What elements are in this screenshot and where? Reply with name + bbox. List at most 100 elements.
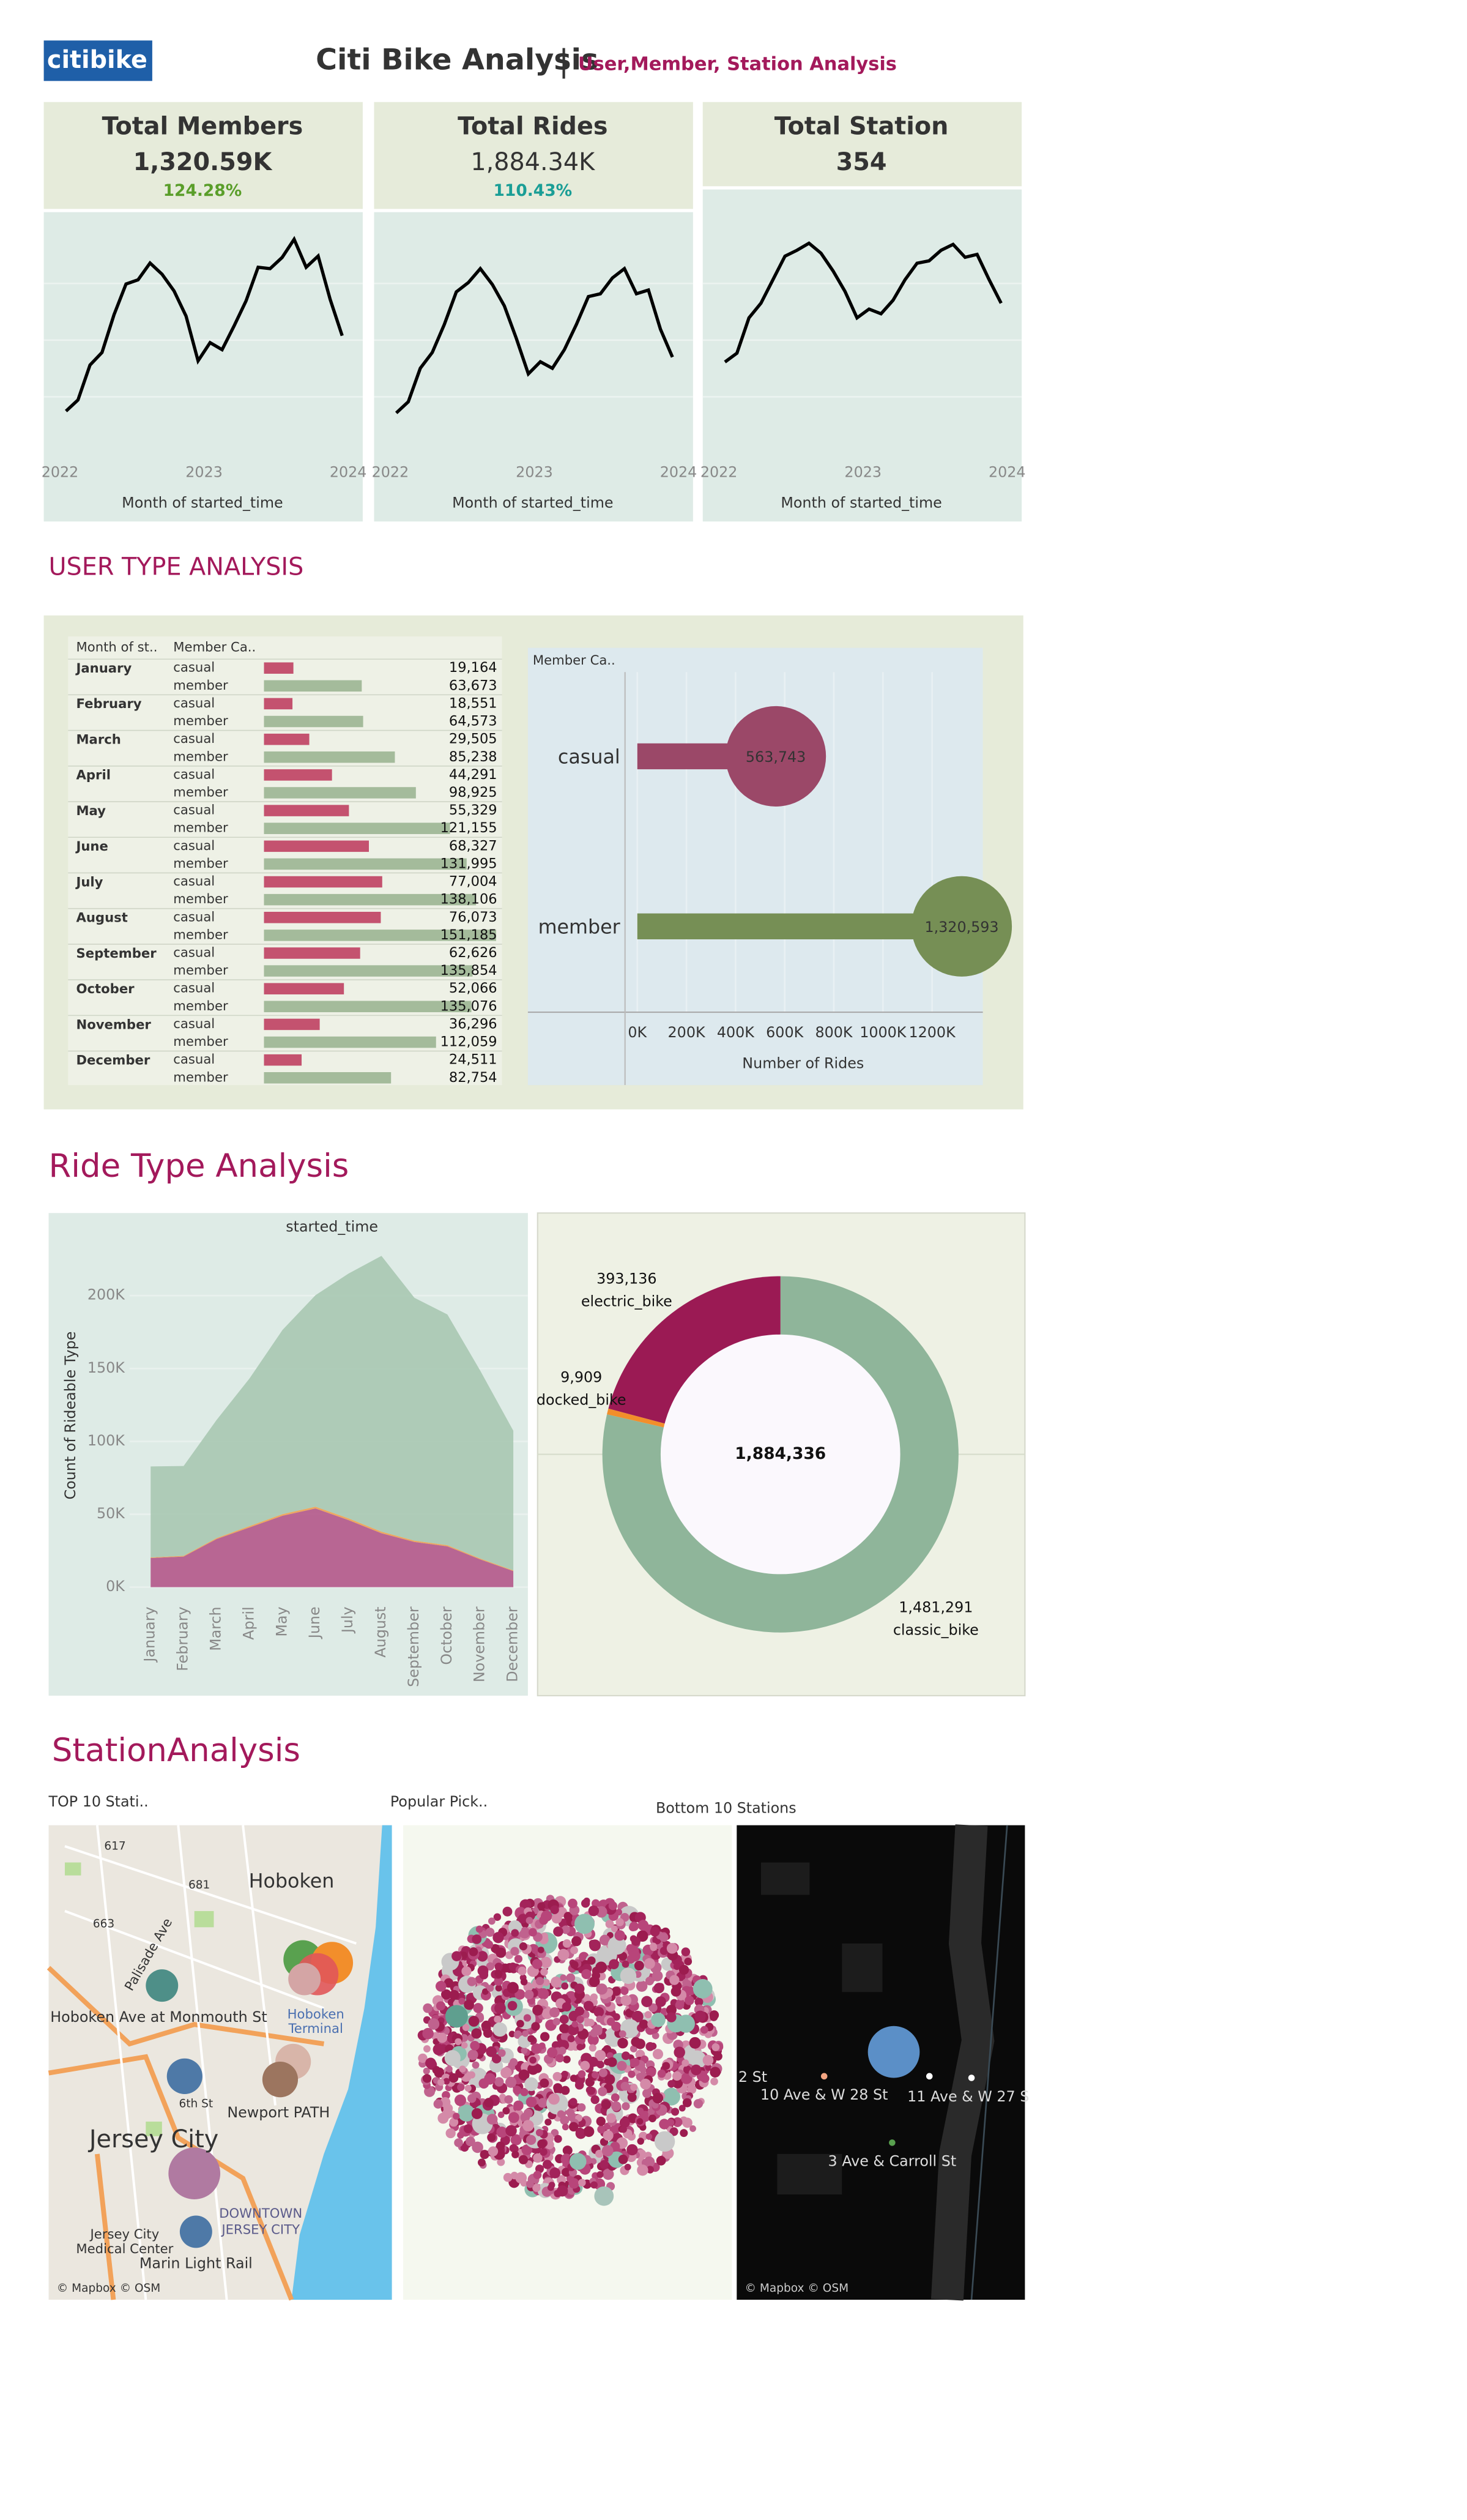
bar — [264, 769, 332, 781]
station-bubble — [685, 1996, 694, 2005]
month-label: February — [76, 696, 142, 711]
station-bubble — [477, 1951, 488, 1962]
line — [724, 241, 1003, 363]
station-bubble — [675, 2000, 685, 2010]
station-bubble — [422, 2074, 432, 2083]
station-bubble — [538, 2042, 546, 2049]
month-label: September — [76, 945, 157, 961]
station-bubble — [670, 2108, 680, 2116]
station-bubble — [540, 2148, 548, 2156]
station-bubble — [574, 1914, 595, 1934]
station-bubble — [485, 1928, 495, 1937]
x-tick-label: 2022 — [372, 463, 409, 480]
station-bubble — [540, 2032, 550, 2041]
station-bubble — [600, 2160, 609, 2169]
value-label: 52,066 — [449, 980, 497, 996]
month-label: June — [75, 838, 108, 854]
station-bubble — [624, 2163, 631, 2171]
station-bubble — [531, 2022, 540, 2031]
station-bubble — [578, 2070, 586, 2078]
station-bubble — [505, 2076, 517, 2088]
section-title: StationAnalysis — [52, 1732, 300, 1769]
station-bubble — [518, 1914, 528, 1924]
x-tick-label: May — [273, 1606, 290, 1636]
station-bubble — [514, 1989, 526, 2000]
bar — [264, 662, 294, 674]
member-type-label: casual — [173, 695, 215, 710]
category-label: docked_bike — [537, 1392, 626, 1409]
station-bubble — [598, 2087, 607, 2097]
station-bubble — [587, 2018, 595, 2027]
station-bubble — [608, 1901, 618, 1911]
station-bubble — [497, 2158, 505, 2166]
x-tick-label: 1000K — [860, 1024, 907, 1041]
station-bubble — [617, 2037, 628, 2049]
station-bubble — [502, 1906, 513, 1917]
station-bubble — [557, 1948, 570, 1961]
station-bubble — [475, 1925, 483, 1933]
station-bubble — [618, 2154, 628, 2164]
x-tick-label: October — [438, 1606, 455, 1664]
station-bubble — [672, 2078, 683, 2089]
station-bubble — [603, 2130, 614, 2141]
x-axis-label: Month of started_time — [122, 494, 283, 512]
station-bubble — [535, 1977, 544, 1986]
station-bubble — [629, 1950, 641, 1962]
value-label: 131,995 — [440, 856, 497, 871]
lollipop-head — [911, 876, 1012, 977]
value-label: 563,743 — [746, 748, 806, 766]
kpi-value: 1,884.34K — [470, 148, 595, 176]
station-bubble — [587, 2086, 596, 2095]
station-bubble — [550, 1905, 559, 1914]
station-bubble — [590, 2029, 599, 2038]
map-label: JERSEY CITY — [220, 2221, 300, 2237]
station-bubble — [596, 1983, 607, 1995]
station-bubble — [451, 1951, 462, 1961]
x-tick-label: 800K — [815, 1024, 853, 1041]
station-bubble — [540, 1968, 548, 1976]
station-bubble — [571, 2021, 579, 2028]
station-bubble — [669, 1975, 680, 1985]
station-bubble — [562, 1939, 571, 1948]
member-type-label: casual — [173, 660, 215, 675]
station-bubble — [570, 1946, 578, 1955]
map-title: TOP 10 Stati.. — [48, 1793, 149, 1810]
station-bubble — [486, 1985, 494, 1992]
y-tick-label: 100K — [87, 1432, 125, 1449]
section-title: Ride Type Analysis — [49, 1147, 349, 1185]
station-bubble — [477, 2158, 486, 2167]
x-tick-label: December — [504, 1606, 521, 1682]
station-bubble — [611, 1925, 618, 1933]
station-bubble — [423, 2003, 433, 2013]
value-label: 112,059 — [440, 1034, 497, 1050]
map-label: 663 — [93, 1918, 114, 1931]
value-label: 63,673 — [449, 677, 497, 693]
station-bubble — [628, 2070, 636, 2078]
station-bubble — [657, 1983, 664, 1990]
x-tick-label: 2024 — [989, 463, 1026, 480]
station-bubble — [552, 2071, 562, 2081]
member-type-label: casual — [173, 1016, 215, 1031]
member-type-label: casual — [173, 980, 215, 996]
station-bubble — [693, 2099, 704, 2109]
line — [395, 266, 674, 414]
station-bubble — [483, 2028, 493, 2038]
station-bubble — [491, 2054, 502, 2063]
station-bubble — [621, 2051, 630, 2060]
value-label: 98,925 — [449, 785, 497, 800]
station-bubble — [528, 1928, 537, 1937]
station-bubble — [473, 2003, 483, 2013]
station-bubble — [449, 2117, 459, 2127]
station-circle — [926, 2073, 933, 2080]
station-bubble — [471, 2108, 483, 2119]
park — [64, 1862, 81, 1876]
station-bubble — [524, 1989, 534, 2000]
x-tick-label: January — [141, 1606, 158, 1663]
x-tick-label: September — [405, 1606, 422, 1687]
x-tick-label: 0K — [628, 1024, 647, 1041]
kpi-chart-bg — [702, 189, 1022, 522]
station-bubble — [553, 1926, 563, 1937]
station-bubble — [575, 2127, 584, 2136]
bar — [264, 822, 450, 834]
value-label: 1,320,593 — [924, 919, 998, 936]
